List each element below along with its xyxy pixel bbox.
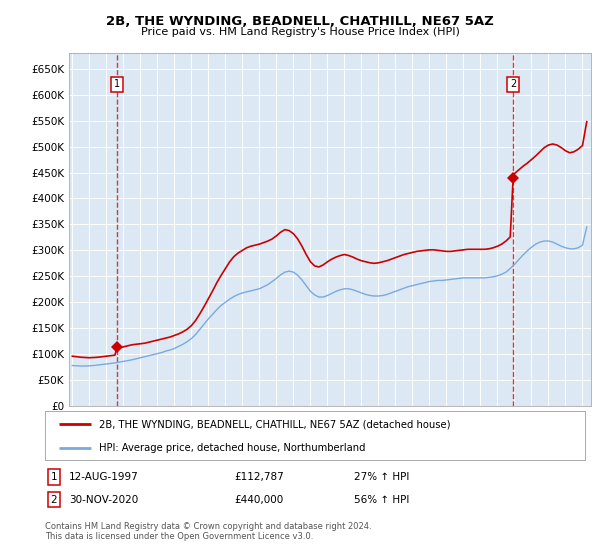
Text: 1: 1 bbox=[114, 80, 120, 90]
Text: Price paid vs. HM Land Registry's House Price Index (HPI): Price paid vs. HM Land Registry's House … bbox=[140, 27, 460, 37]
Text: 2: 2 bbox=[50, 494, 58, 505]
Text: 2B, THE WYNDING, BEADNELL, CHATHILL, NE67 5AZ (detached house): 2B, THE WYNDING, BEADNELL, CHATHILL, NE6… bbox=[99, 419, 451, 430]
Text: 1: 1 bbox=[50, 472, 58, 482]
Text: 12-AUG-1997: 12-AUG-1997 bbox=[69, 472, 139, 482]
Text: HPI: Average price, detached house, Northumberland: HPI: Average price, detached house, Nort… bbox=[99, 443, 365, 453]
Text: 27% ↑ HPI: 27% ↑ HPI bbox=[354, 472, 409, 482]
Text: Contains HM Land Registry data © Crown copyright and database right 2024.
This d: Contains HM Land Registry data © Crown c… bbox=[45, 522, 371, 542]
Text: 2: 2 bbox=[510, 80, 516, 90]
Text: 56% ↑ HPI: 56% ↑ HPI bbox=[354, 494, 409, 505]
Text: £112,787: £112,787 bbox=[234, 472, 284, 482]
Text: 2B, THE WYNDING, BEADNELL, CHATHILL, NE67 5AZ: 2B, THE WYNDING, BEADNELL, CHATHILL, NE6… bbox=[106, 15, 494, 27]
Text: 30-NOV-2020: 30-NOV-2020 bbox=[69, 494, 138, 505]
Text: £440,000: £440,000 bbox=[234, 494, 283, 505]
